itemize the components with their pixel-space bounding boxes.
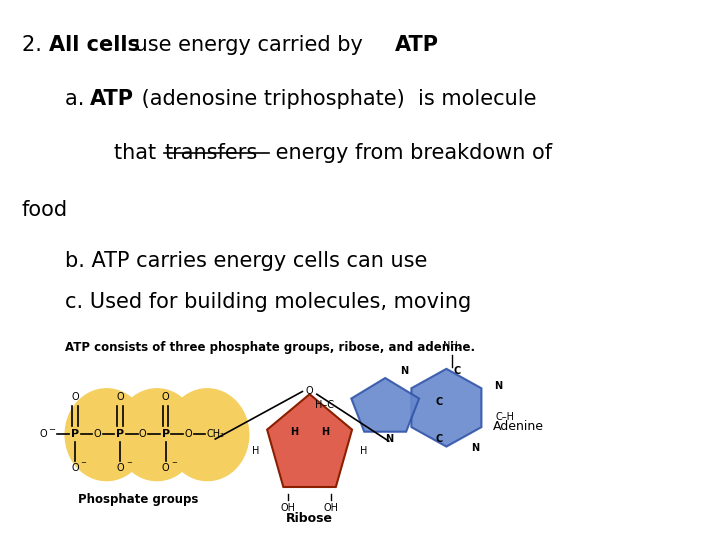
Text: Ribose: Ribose	[286, 512, 333, 525]
Text: OH: OH	[324, 503, 338, 512]
Text: C: C	[436, 397, 443, 407]
Text: (adenosine triphosphate)  is molecule: (adenosine triphosphate) is molecule	[135, 89, 537, 109]
Text: H: H	[360, 446, 367, 456]
Text: OH: OH	[281, 503, 295, 512]
Text: N: N	[384, 434, 393, 444]
Text: −: −	[126, 460, 132, 467]
Text: food: food	[22, 200, 68, 220]
Text: O: O	[71, 392, 78, 402]
Text: O: O	[306, 387, 313, 396]
Text: H–C: H–C	[315, 400, 333, 410]
Text: N: N	[400, 366, 409, 376]
Text: C: C	[454, 366, 461, 376]
Text: O: O	[117, 463, 124, 472]
Text: a.: a.	[65, 89, 91, 109]
Text: ATP: ATP	[90, 89, 134, 109]
Text: H: H	[289, 427, 298, 437]
Text: H: H	[321, 427, 330, 437]
Text: P: P	[116, 429, 125, 438]
Text: All cells: All cells	[49, 35, 140, 55]
Text: H: H	[252, 446, 259, 456]
Text: −: −	[81, 460, 86, 467]
Text: N: N	[471, 443, 480, 453]
Text: −: −	[171, 460, 177, 467]
Text: O: O	[162, 463, 169, 472]
Ellipse shape	[65, 389, 148, 481]
Text: P: P	[71, 429, 79, 438]
Text: ATP consists of three phosphate groups, ribose, and adenine.: ATP consists of three phosphate groups, …	[65, 341, 475, 354]
Text: energy from breakdown of: energy from breakdown of	[269, 143, 552, 163]
Text: NH₂: NH₂	[443, 341, 462, 350]
Text: Phosphate groups: Phosphate groups	[78, 493, 199, 506]
Text: O: O	[117, 392, 124, 402]
Text: C–H: C–H	[496, 413, 515, 422]
Polygon shape	[267, 394, 352, 487]
Text: O: O	[139, 429, 146, 438]
Text: O: O	[94, 429, 101, 438]
Text: use energy carried by: use energy carried by	[128, 35, 369, 55]
Text: ATP: ATP	[395, 35, 438, 55]
Text: b. ATP carries energy cells can use: b. ATP carries energy cells can use	[65, 251, 427, 271]
Text: CH₂: CH₂	[207, 429, 225, 438]
Text: N: N	[494, 381, 503, 391]
Text: O: O	[162, 392, 169, 402]
Text: 2.: 2.	[22, 35, 48, 55]
Ellipse shape	[166, 389, 249, 481]
Text: Adenine: Adenine	[493, 420, 544, 433]
Text: that: that	[114, 143, 163, 163]
Text: transfers: transfers	[164, 143, 258, 163]
Text: O: O	[40, 429, 47, 438]
Text: O: O	[184, 429, 192, 438]
Ellipse shape	[115, 389, 199, 481]
Text: O: O	[71, 463, 78, 472]
Text: −: −	[48, 425, 55, 434]
Polygon shape	[351, 378, 419, 431]
Text: C: C	[436, 434, 443, 444]
Text: P: P	[161, 429, 170, 438]
Text: c. Used for building molecules, moving: c. Used for building molecules, moving	[65, 292, 471, 312]
Polygon shape	[411, 369, 482, 447]
